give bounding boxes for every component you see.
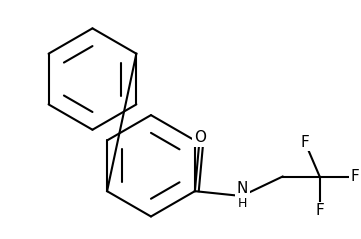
Text: O: O	[194, 130, 206, 145]
Text: F: F	[351, 169, 359, 184]
Text: N: N	[237, 181, 248, 196]
Text: F: F	[315, 203, 324, 218]
Text: H: H	[238, 197, 247, 210]
Text: F: F	[301, 135, 309, 150]
